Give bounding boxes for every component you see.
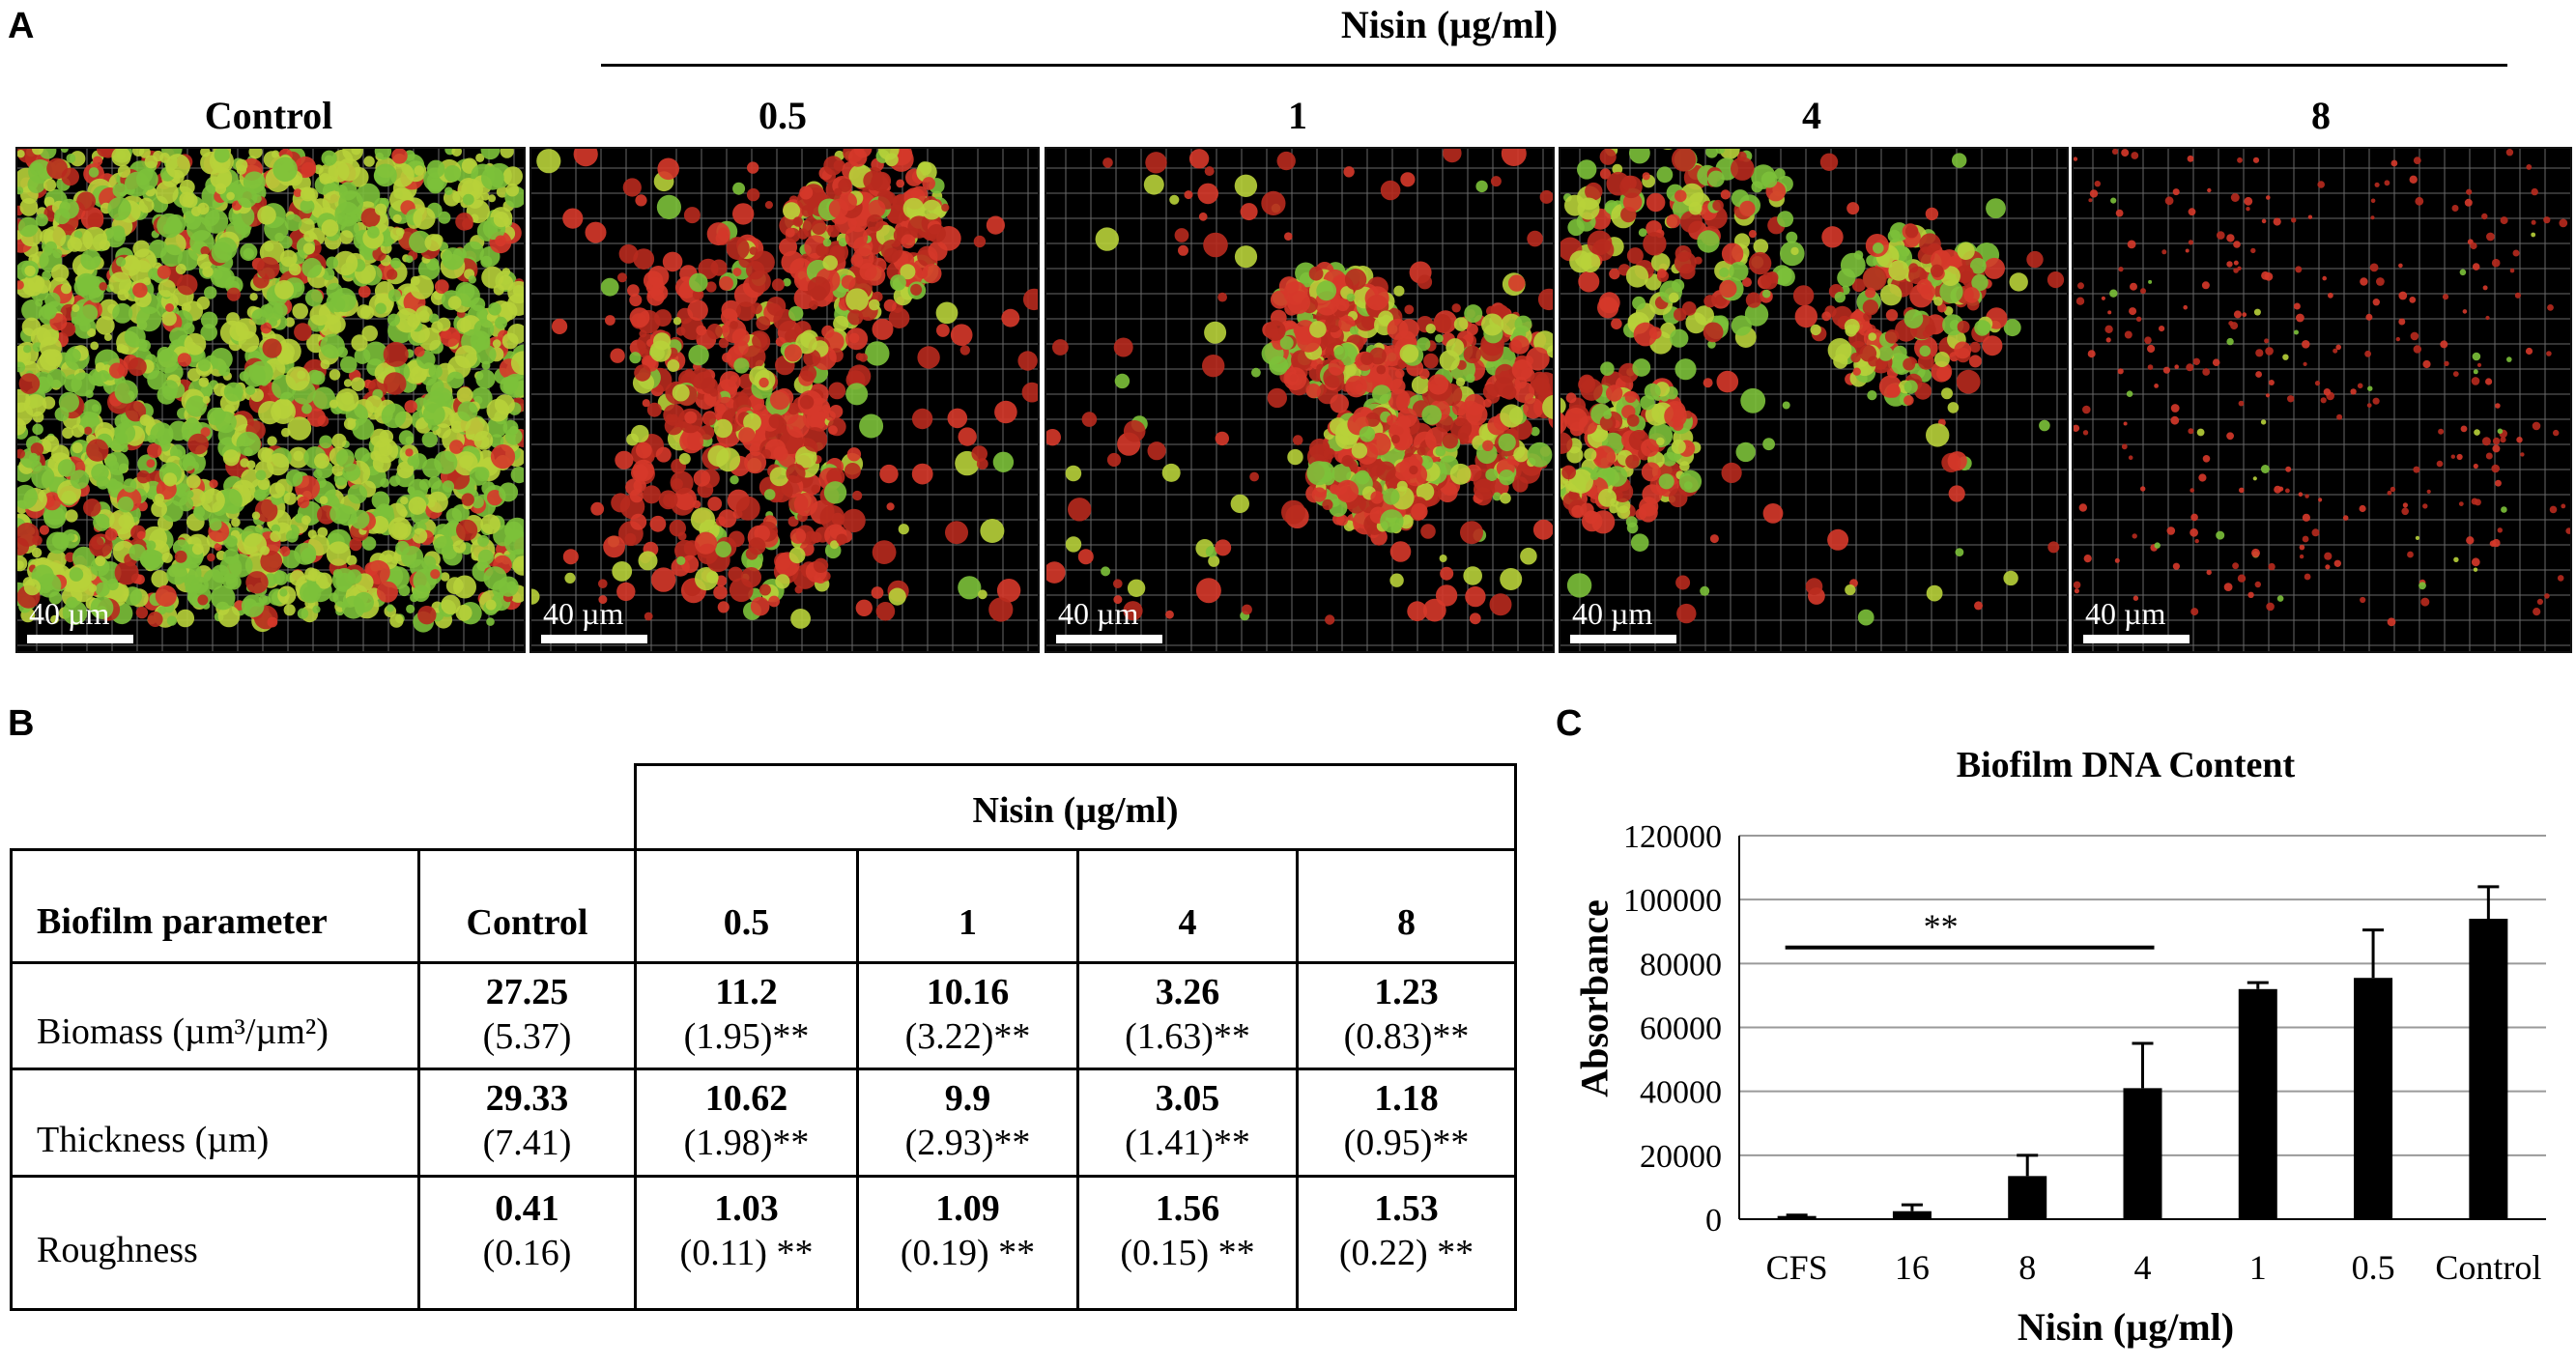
- table-cell: 10.62 (1.98)**: [683, 1078, 810, 1163]
- x-tick-label: 4: [2134, 1248, 2152, 1287]
- table-cell: 9.9 (2.93)**: [904, 1078, 1031, 1163]
- micrograph-0-5: 40 µm: [530, 147, 1040, 653]
- x-tick-label: CFS: [1766, 1248, 1828, 1287]
- grid-lines: [2074, 149, 2570, 651]
- y-tick-label: 40000: [1640, 1075, 1722, 1111]
- y-tick-label: 80000: [1640, 947, 1722, 983]
- image-label-4: 4: [1802, 94, 1821, 137]
- table-row-label-thickness: Thickness (µm): [37, 1120, 270, 1160]
- table-nisin-header: Nisin (µg/ml): [972, 790, 1179, 831]
- scale-bar: [1056, 635, 1162, 643]
- scale-label: 40 µm: [2085, 596, 2166, 631]
- image-label-0-5: 0.5: [758, 94, 807, 137]
- chart-title: Biofilm DNA Content: [1956, 745, 2296, 785]
- table-row-label-biomass: Biomass (µm³/µm²): [37, 1011, 329, 1052]
- scale-label: 40 µm: [543, 596, 624, 631]
- panel-a-nisin-rule: [601, 64, 2507, 67]
- micrograph-4: 40 µm: [1559, 147, 2069, 653]
- panel-c-letter: C: [1556, 703, 1583, 744]
- table-param-header: Biofilm parameter: [37, 901, 328, 942]
- table-cell: 3.05 (1.41)**: [1125, 1078, 1250, 1163]
- significance-label: **: [1924, 907, 1959, 946]
- table-cell: 1.53 (0.22) **: [1338, 1188, 1474, 1273]
- micrograph-control: 40 µm: [15, 147, 526, 653]
- bar: [1892, 1210, 1932, 1219]
- table-col-header: 8: [1397, 902, 1416, 943]
- scale-label: 40 µm: [1058, 596, 1139, 631]
- x-tick-label: 16: [1895, 1248, 1930, 1287]
- bar-chart: 0 20000 40000 60000 80000 100000 120000 CFS 16 8 4…: [1623, 819, 2546, 1287]
- micrograph-8: 40 µm: [2072, 147, 2572, 653]
- y-tick-label: 120000: [1623, 819, 1722, 855]
- x-axis-title: Nisin (µg/ml): [2017, 1305, 2235, 1349]
- image-label-control: Control: [204, 94, 333, 137]
- y-tick-label: 0: [1705, 1203, 1722, 1239]
- biofilm-texture: [1560, 149, 2065, 626]
- bar: [2469, 919, 2508, 1219]
- bar: [2008, 1176, 2047, 1219]
- table-col-header: 4: [1178, 902, 1197, 943]
- bar: [1777, 1215, 1817, 1219]
- x-tick-label: 8: [2018, 1248, 2036, 1287]
- scale-label: 40 µm: [29, 596, 110, 631]
- bar: [2238, 988, 2277, 1219]
- biofilm-texture: [17, 149, 524, 633]
- table-cell: 3.26 (1.63)**: [1125, 972, 1250, 1057]
- grid-lines: [1046, 149, 1553, 651]
- table-col-header: 1: [959, 902, 977, 943]
- table-row-label-roughness: Roughness: [37, 1230, 198, 1270]
- x-tick-label: 0.5: [2352, 1248, 2395, 1287]
- x-tick-label: 1: [2249, 1248, 2267, 1287]
- table-col-header: 0.5: [723, 902, 770, 943]
- table-cell: 1.18 (0.95)**: [1343, 1078, 1470, 1163]
- micrograph-1: 40 µm: [1045, 147, 1555, 653]
- table-col-header: Control: [466, 902, 588, 943]
- table-cell: 11.2 (1.95)**: [683, 972, 810, 1057]
- table-cell: 1.23 (0.83)**: [1343, 972, 1470, 1057]
- table-cell: 29.33 (7.41): [482, 1078, 572, 1163]
- scale-bar: [2083, 635, 2190, 643]
- table-cell: 1.03 (0.11) **: [679, 1188, 814, 1273]
- scale-bar: [27, 635, 133, 643]
- table-cell: 27.25 (5.37): [482, 972, 572, 1057]
- panel-a-letter: A: [8, 6, 35, 46]
- bar: [2123, 1088, 2162, 1219]
- y-tick-label: 60000: [1640, 1011, 1722, 1047]
- y-tick-label: 100000: [1623, 883, 1722, 919]
- table-cell: 1.56 (0.15) **: [1120, 1188, 1255, 1273]
- x-tick-label: Control: [2435, 1248, 2541, 1287]
- bar: [2354, 978, 2393, 1219]
- scale-bar: [1570, 635, 1676, 643]
- biofilm-texture: [1046, 149, 1553, 625]
- image-label-8: 8: [2311, 94, 2331, 137]
- panel-a-nisin-header: Nisin (µg/ml): [1340, 3, 1559, 46]
- scale-label: 40 µm: [1572, 596, 1653, 631]
- image-label-1: 1: [1288, 94, 1307, 137]
- table-cell: 10.16 (3.22)**: [904, 972, 1031, 1057]
- table-cell: 0.41 (0.16): [482, 1188, 572, 1273]
- table-cell: 1.09 (0.19) **: [900, 1188, 1036, 1273]
- biofilm-texture: [531, 149, 1038, 629]
- scale-bar: [541, 635, 647, 643]
- biofilm-texture: [2074, 149, 2570, 627]
- y-tick-label: 20000: [1640, 1139, 1722, 1175]
- panel-b-letter: B: [8, 703, 35, 744]
